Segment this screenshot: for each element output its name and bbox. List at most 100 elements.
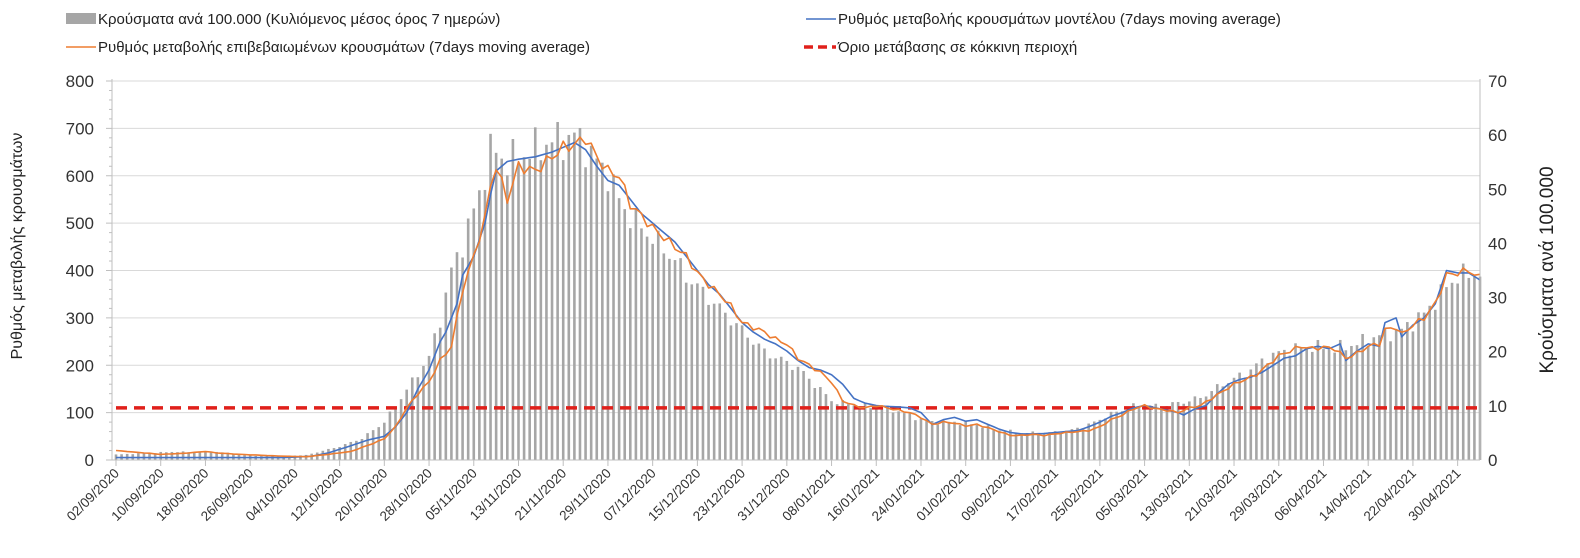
bar — [1076, 427, 1079, 460]
bar — [612, 174, 615, 460]
bar — [1238, 372, 1241, 460]
bar — [796, 366, 800, 460]
bar — [1137, 406, 1141, 460]
bar — [651, 243, 654, 460]
bar — [545, 144, 548, 461]
bar — [533, 127, 537, 461]
bar — [1338, 339, 1342, 460]
bar — [1400, 328, 1404, 460]
bar — [137, 453, 140, 460]
bar — [466, 218, 470, 460]
bar — [1070, 429, 1074, 460]
bar — [1394, 328, 1398, 460]
bar — [444, 292, 448, 460]
bar — [561, 160, 565, 460]
bar — [198, 451, 202, 460]
bar — [1081, 428, 1085, 460]
bar — [746, 337, 749, 460]
bar — [774, 358, 777, 460]
bar — [511, 139, 515, 460]
bar — [757, 343, 761, 460]
bar — [763, 348, 766, 460]
y-tick-right-label: 50 — [1488, 180, 1507, 199]
bar — [958, 425, 962, 460]
bar — [416, 377, 420, 460]
bar — [1126, 408, 1130, 460]
bar — [215, 451, 218, 460]
bar — [366, 433, 369, 460]
bar — [807, 378, 811, 460]
bar — [863, 402, 867, 460]
bar — [1316, 339, 1320, 460]
y-tick-left-label: 700 — [66, 119, 94, 138]
bar — [483, 189, 487, 460]
bar — [975, 424, 979, 460]
bar — [1199, 397, 1202, 460]
bar — [802, 370, 805, 460]
bar — [371, 430, 375, 460]
bar — [964, 421, 968, 460]
bar — [539, 160, 543, 460]
y-tick-right-label: 40 — [1488, 234, 1507, 253]
bar — [1439, 284, 1443, 460]
bar — [1204, 396, 1208, 460]
legend: Κρούσματα ανά 100.000 (Κυλιόμενος μέσος … — [66, 11, 1281, 56]
bar — [1092, 421, 1096, 460]
bar — [153, 453, 157, 460]
bar — [394, 407, 397, 460]
bar — [992, 429, 995, 460]
bar — [712, 303, 716, 460]
bar — [1422, 312, 1426, 460]
bar — [438, 327, 442, 460]
y-tick-left-label: 600 — [66, 167, 94, 186]
bar — [517, 164, 520, 461]
bar — [1260, 358, 1264, 460]
y-tick-left-label: 800 — [66, 72, 94, 91]
legend-label-bars: Κρούσματα ανά 100.000 (Κυλιόμενος μέσος … — [98, 11, 500, 28]
bar — [1277, 351, 1281, 460]
bar — [388, 411, 392, 460]
bar — [578, 128, 582, 460]
bar — [696, 283, 699, 460]
bar — [1165, 406, 1169, 460]
y-tick-left-label: 100 — [66, 404, 94, 423]
bar — [383, 422, 386, 460]
bar — [315, 452, 319, 460]
bar — [1148, 405, 1152, 460]
bar — [1020, 433, 1023, 460]
bar — [701, 286, 705, 460]
bar — [1059, 433, 1063, 460]
bar — [947, 421, 951, 460]
bar — [673, 260, 677, 460]
bar — [1031, 431, 1035, 460]
bar — [986, 425, 990, 460]
bar — [1344, 350, 1348, 460]
bar — [902, 413, 906, 460]
bar — [908, 413, 912, 460]
bar — [1037, 434, 1040, 460]
bar — [1009, 429, 1012, 460]
bar — [735, 323, 738, 460]
bar — [623, 209, 627, 460]
bar — [1378, 335, 1381, 460]
gridlines — [112, 80, 1480, 414]
legend-swatch-bars — [66, 13, 96, 24]
bar — [858, 406, 861, 460]
bar — [1467, 277, 1471, 460]
bar — [450, 267, 453, 460]
bar — [528, 158, 531, 460]
bar — [1310, 351, 1314, 460]
bar — [461, 257, 464, 460]
bar — [1048, 432, 1051, 460]
bar-series — [114, 122, 1482, 461]
bar — [981, 427, 984, 460]
legend-label-confirmed: Ρυθμός μεταβολής επιβεβαιωμένων κρουσμάτ… — [98, 39, 590, 56]
bar — [1350, 346, 1353, 460]
bar — [1283, 349, 1286, 460]
bar — [181, 451, 185, 460]
bar — [1322, 349, 1325, 460]
bar — [724, 312, 727, 460]
bar — [707, 304, 710, 460]
bar — [1025, 432, 1029, 460]
bar — [170, 451, 174, 460]
